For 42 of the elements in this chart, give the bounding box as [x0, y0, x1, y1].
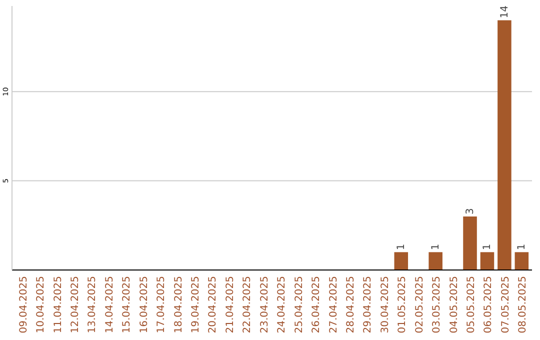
x-tick-label: 17.04.2025 [156, 276, 168, 334]
data-label: 1 [430, 244, 442, 250]
x-tick-label: 20.04.2025 [208, 276, 219, 334]
x-tick-label: 25.04.2025 [294, 276, 305, 334]
x-tick-label: 14.04.2025 [104, 276, 116, 334]
x-tick-label: 16.04.2025 [138, 276, 150, 334]
x-tick-label: 19.04.2025 [190, 276, 202, 334]
data-label: 14 [499, 6, 510, 18]
x-tick-label: 30.04.2025 [380, 276, 391, 334]
data-label: 1 [396, 244, 408, 250]
x-tick-label: 18.04.2025 [173, 276, 184, 334]
x-tick-label: 09.04.2025 [18, 276, 30, 334]
x-tick-label: 24.04.2025 [276, 276, 288, 334]
x-tick-label: 23.04.2025 [259, 276, 270, 334]
bar [480, 252, 494, 270]
bar [463, 216, 477, 270]
x-tick-label: 07.05.2025 [500, 276, 512, 334]
x-tick-label: 21.04.2025 [224, 276, 236, 334]
x-tick-label: 22.04.2025 [242, 276, 254, 334]
x-tick-label: 29.04.2025 [362, 276, 374, 334]
x-tick-label: 08.05.2025 [518, 276, 529, 334]
x-tick-label: 04.05.2025 [448, 276, 460, 334]
data-label: 1 [482, 244, 494, 250]
x-tick-label: 10.04.2025 [36, 276, 47, 334]
data-label: 1 [516, 244, 528, 250]
x-tick-label: 05.05.2025 [466, 276, 478, 334]
x-tick-label: 13.04.2025 [87, 276, 98, 334]
x-tick-label: 27.04.2025 [328, 276, 340, 334]
x-tick-label: 26.04.2025 [311, 276, 322, 334]
x-tick-label: 02.05.2025 [414, 276, 426, 334]
bar [498, 20, 512, 270]
x-tick-label: 15.04.2025 [122, 276, 133, 334]
data-label: 3 [465, 208, 476, 214]
x-tick-label: 01.05.2025 [397, 276, 408, 334]
x-tick-label: 11.04.2025 [52, 276, 64, 334]
bar [514, 252, 529, 270]
x-tick-label: 03.05.2025 [432, 276, 443, 334]
x-tick-label: 28.04.2025 [345, 276, 356, 334]
x-tick-label: 06.05.2025 [483, 276, 494, 334]
bar [394, 252, 408, 270]
x-tick-label: 12.04.2025 [70, 276, 81, 334]
bar [428, 252, 442, 270]
